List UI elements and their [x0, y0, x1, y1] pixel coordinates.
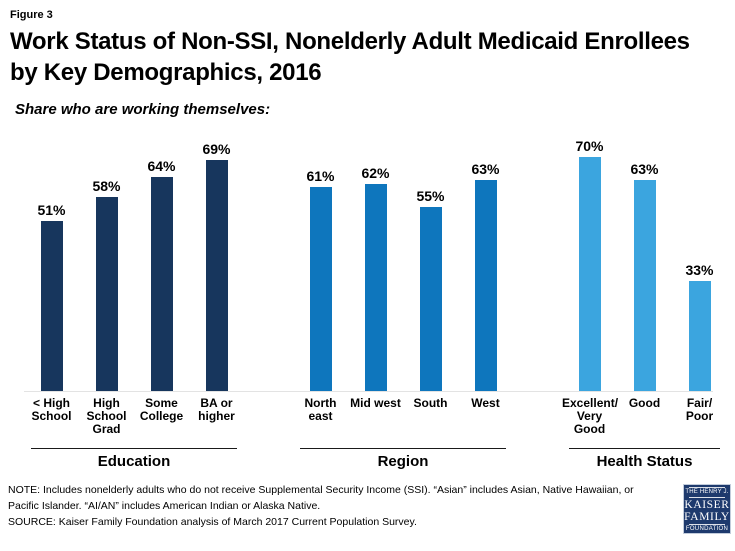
bar-column-fair-poor: 33% [672, 136, 727, 392]
bar-some-college [150, 176, 173, 392]
footnotes: NOTE: Includes nonelderly adults who do … [8, 482, 666, 530]
note-text: NOTE: Includes nonelderly adults who do … [8, 484, 634, 512]
source-text: SOURCE: Kaiser Family Foundation analysi… [8, 516, 417, 528]
bar-ba-or-higher [205, 160, 228, 392]
category-labels-row: Excellent/ Very Good Good Fair/ Poor [562, 392, 727, 448]
bars-row: 70% 63% 33% [562, 136, 727, 392]
category-label-fair-poor: Fair/ Poor [685, 396, 714, 423]
bar-good [633, 180, 656, 392]
bar-value-label: 51% [37, 201, 66, 218]
category-label-good: Good [628, 396, 661, 410]
logo-line-family: FAMILY [684, 510, 730, 523]
bar-column-good: 63% [617, 136, 672, 392]
chart-group-region: 61% 62% 55% 63% North east Mid west South West R… [293, 136, 513, 470]
x-axis-line [24, 391, 713, 392]
bar-value-label: 63% [630, 161, 659, 178]
bar-column-ba-or-higher: 69% [189, 136, 244, 392]
group-underline [31, 448, 237, 449]
bar-value-label: 64% [147, 157, 176, 174]
bar-column-excellent-very-good: 70% [562, 136, 617, 392]
kff-logo: THE HENRY J. KAISER FAMILY FOUNDATION [683, 484, 731, 534]
group-label-health-status: Health Status [596, 453, 693, 470]
chart-group-health-status: 70% 63% 33% Excellent/ Very Good Good Fair/ P… [562, 136, 727, 470]
category-label-some-college: Some College [139, 396, 184, 423]
group-label-education: Education [97, 453, 171, 470]
bar-north-east [309, 187, 332, 392]
bars-row: 61% 62% 55% 63% [293, 136, 513, 392]
group-underline [569, 448, 720, 449]
category-label-ba-or-higher: BA or higher [198, 396, 235, 423]
category-label-high-school-grad: High School Grad [86, 396, 127, 436]
category-label-high-school: < High School [31, 396, 72, 423]
bar-column-some-college: 64% [134, 136, 189, 392]
logo-line-kaiser: KAISER [684, 498, 730, 511]
category-labels-row: North east Mid west South West [293, 392, 513, 448]
category-label-west: West [471, 396, 500, 410]
chart-group-education: 51% 58% 64% 69% < High School High School Gra… [24, 136, 244, 470]
bar-column-south: 55% [403, 136, 458, 392]
category-label-north-east: North east [304, 396, 337, 423]
logo-rule [689, 496, 725, 498]
logo-line-henry: THE HENRY J. [685, 488, 729, 495]
logo-rule [689, 486, 725, 488]
figure-subtitle: Share who are working themselves: [15, 101, 271, 118]
figure-label: Figure 3 [10, 9, 53, 21]
group-underline [300, 448, 506, 449]
logo-line-foundation: FOUNDATION [685, 525, 729, 532]
bar-mid-west [364, 183, 387, 392]
bar-fair-poor [688, 281, 711, 392]
footer: NOTE: Includes nonelderly adults who do … [8, 482, 731, 534]
bar-value-label: 58% [92, 178, 121, 195]
bar-column-high-school: 51% [24, 136, 79, 392]
bar-chart: 51% 58% 64% 69% < High School High School Gra… [0, 136, 735, 470]
figure-title: Work Status of Non-SSI, Nonelderly Adult… [10, 28, 690, 86]
bar-value-label: 62% [361, 164, 390, 181]
bar-value-label: 33% [685, 262, 714, 279]
category-label-excellent-very-good: Excellent/ Very Good [562, 396, 619, 436]
logo-rule [689, 523, 725, 525]
bar-value-label: 63% [471, 161, 500, 178]
bar-column-high-school-grad: 58% [79, 136, 134, 392]
category-label-mid-west: Mid west [350, 396, 401, 410]
bar-value-label: 69% [202, 141, 231, 158]
bar-column-north-east: 61% [293, 136, 348, 392]
category-labels-row: < High School High School Grad Some Colleg… [24, 392, 244, 448]
category-label-south: South [413, 396, 448, 410]
bar-west [474, 180, 497, 392]
bar-excellent-very-good [578, 156, 601, 392]
bar-high-school [40, 220, 63, 392]
bars-row: 51% 58% 64% 69% [24, 136, 244, 392]
bar-column-west: 63% [458, 136, 513, 392]
bar-value-label: 70% [575, 137, 604, 154]
bar-value-label: 55% [416, 188, 445, 205]
bar-south [419, 207, 442, 392]
chart-groups: 51% 58% 64% 69% < High School High School Gra… [24, 136, 735, 470]
bar-column-mid-west: 62% [348, 136, 403, 392]
group-label-region: Region [377, 453, 429, 470]
bar-high-school-grad [95, 197, 118, 392]
bar-value-label: 61% [306, 168, 335, 185]
